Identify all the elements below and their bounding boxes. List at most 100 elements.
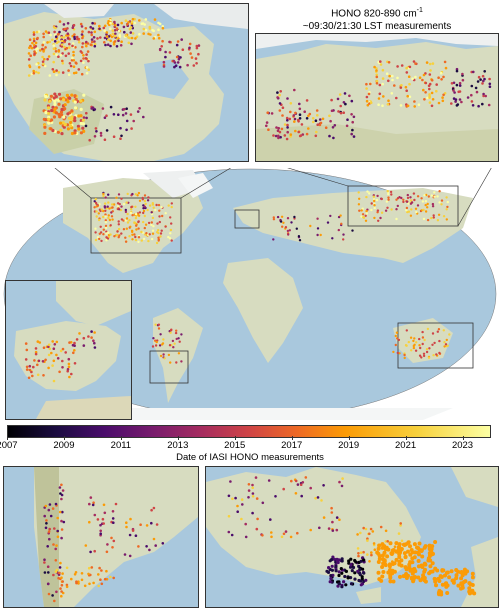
detection-point [293, 117, 297, 121]
detection-point [112, 135, 116, 138]
detection-point [369, 527, 373, 531]
detection-point [117, 227, 121, 231]
detection-point [413, 105, 416, 108]
detection-point [111, 22, 114, 26]
detection-point [73, 100, 77, 104]
detection-point [408, 544, 412, 549]
detection-point [144, 223, 148, 226]
detection-point [483, 70, 486, 73]
detection-point [115, 196, 118, 199]
detection-point [466, 96, 470, 99]
detection-point [412, 555, 417, 560]
detection-point [332, 136, 335, 140]
detection-point [131, 238, 134, 241]
detection-point [85, 71, 89, 75]
detection-point [36, 36, 39, 40]
detection-point [330, 511, 334, 514]
detection-point [59, 492, 62, 495]
detection-point [70, 131, 74, 136]
detection-point [350, 569, 354, 573]
detection-point [52, 96, 56, 100]
colorbar-tick [405, 436, 407, 440]
detection-point [409, 214, 413, 217]
detection-point [79, 59, 83, 63]
detection-point [418, 344, 421, 347]
detection-point [428, 82, 432, 86]
detection-point [109, 233, 112, 236]
detection-point [47, 55, 51, 58]
detection-point [380, 211, 384, 214]
detection-point [78, 332, 81, 335]
detection-point [281, 106, 285, 109]
detection-point [41, 55, 44, 59]
detection-point [482, 92, 485, 96]
detection-point [391, 562, 395, 566]
detection-point [445, 196, 448, 199]
detection-point [102, 228, 106, 231]
detection-point [384, 540, 388, 543]
detection-point [91, 503, 95, 507]
detection-point [80, 572, 84, 575]
detection-point [58, 20, 62, 23]
detection-point [169, 216, 172, 219]
detection-point [49, 94, 54, 98]
detection-point [416, 564, 421, 569]
detection-point [365, 209, 368, 213]
detection-point [80, 33, 84, 36]
detection-point [292, 114, 296, 117]
detection-point [164, 55, 167, 59]
detection-point [150, 221, 153, 224]
detection-point [460, 100, 463, 104]
detection-point [413, 343, 416, 346]
detection-point [420, 197, 423, 200]
detection-point [412, 60, 416, 63]
detection-point [414, 62, 417, 65]
colorbar-tick-label: 2021 [395, 440, 417, 451]
detection-point [395, 198, 398, 201]
detection-point [421, 200, 425, 203]
detection-point [298, 113, 302, 116]
detection-point [112, 42, 116, 46]
detection-point [170, 222, 173, 225]
detection-point [59, 587, 62, 590]
detection-point [32, 71, 36, 75]
detection-point [155, 241, 159, 245]
detection-point [167, 353, 171, 357]
detection-point [175, 329, 178, 332]
detection-point [194, 57, 198, 60]
detection-point [62, 115, 66, 119]
detection-point [370, 553, 373, 557]
detection-point [456, 103, 460, 106]
detection-point [322, 516, 326, 519]
detection-point [261, 501, 265, 505]
detection-point [134, 235, 137, 239]
detection-point [422, 73, 426, 77]
detection-point [106, 543, 109, 546]
detection-point [484, 94, 487, 98]
detection-point [477, 104, 480, 108]
detection-point [470, 84, 474, 88]
detection-point [428, 93, 431, 96]
detection-point [409, 575, 414, 580]
detection-point [159, 333, 162, 336]
detection-point [467, 586, 472, 591]
detection-point [396, 351, 399, 355]
detection-point [362, 558, 366, 562]
detection-point [61, 366, 64, 369]
detection-point [430, 91, 434, 95]
detection-point [358, 197, 361, 200]
detection-point [422, 561, 427, 566]
detection-point [397, 544, 402, 549]
detection-point [73, 362, 77, 365]
detection-point [386, 206, 389, 209]
detection-point [438, 351, 441, 355]
detection-point [351, 565, 356, 570]
detection-point [423, 338, 426, 342]
detection-point [88, 520, 91, 524]
detection-point [377, 97, 381, 100]
detection-point [175, 43, 179, 47]
south-america-landmass [153, 308, 203, 403]
detection-point [111, 203, 114, 206]
detection-point [426, 218, 430, 222]
detection-point [108, 207, 111, 210]
